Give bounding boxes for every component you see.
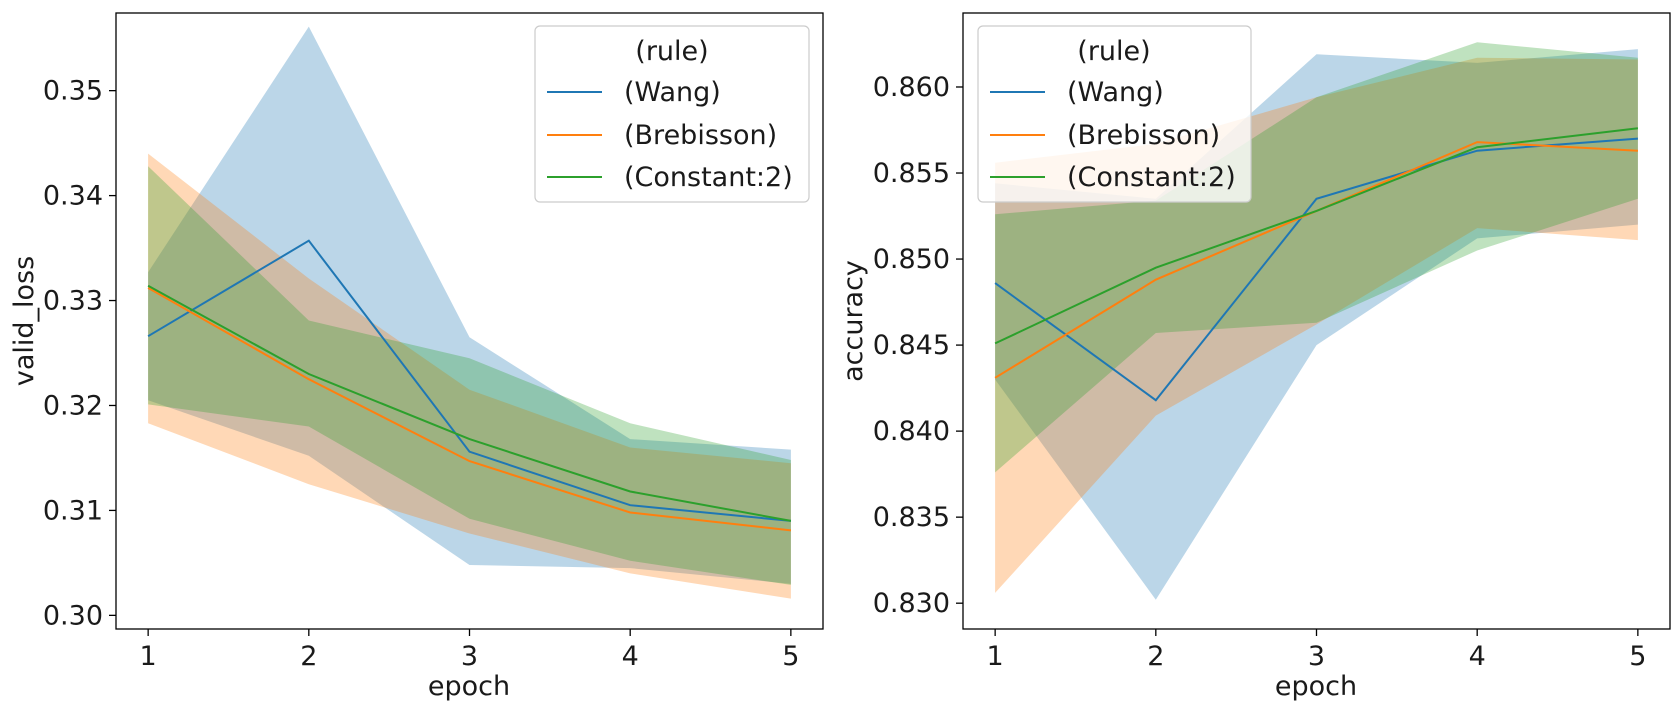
line-brebisson (147, 287, 792, 532)
x-axis-ticks: 1 2 3 4 5 (987, 629, 1646, 672)
x-tick-label: 1 (987, 641, 1004, 672)
legend-box (534, 25, 810, 203)
legend-title: (rule) (635, 36, 708, 67)
y-axis-ticks: 0.30 0.31 0.32 0.33 0.34 0.35 (43, 76, 116, 631)
x-tick-label: 4 (622, 641, 639, 672)
band-wang (995, 49, 1638, 600)
line-wang (994, 137, 1638, 402)
y-axis-label: accuracy (838, 260, 869, 382)
legend-entry-wang: (Wang) (1067, 77, 1164, 108)
y-tick-label: 0.35 (43, 76, 103, 107)
y-axis-ticks: 0.830 0.835 0.840 0.845 0.850 0.855 0.860 (873, 72, 963, 619)
legend: (rule) (Wang) (Brebisson) (Constant:2) (977, 25, 1252, 203)
y-tick-label: 0.32 (43, 390, 103, 421)
line-constant-2 (147, 284, 792, 522)
band-constant-2 (148, 166, 791, 585)
y-axis-label: valid_loss (9, 256, 40, 386)
x-tick-label: 2 (1147, 641, 1164, 672)
x-tick-label: 2 (300, 641, 317, 672)
y-tick-label: 0.31 (43, 495, 103, 526)
series-lines (994, 127, 1639, 402)
x-tick-label: 3 (1308, 641, 1325, 672)
y-tick-label: 0.860 (873, 72, 950, 103)
y-tick-label: 0.840 (873, 416, 950, 447)
legend-entry-brebisson: (Brebisson) (1067, 120, 1220, 151)
legend-entry-constant2: (Constant:2) (1067, 162, 1236, 193)
y-tick-label: 0.34 (43, 181, 103, 212)
confidence-bands (148, 26, 791, 599)
series-lines (147, 239, 792, 532)
band-brebisson (148, 153, 791, 599)
line-wang (147, 239, 791, 522)
x-tick-label: 1 (140, 641, 157, 672)
legend-entry-wang: (Wang) (624, 77, 721, 108)
band-wang (148, 26, 791, 584)
x-tick-label: 3 (461, 641, 478, 672)
line-constant-2 (994, 127, 1639, 345)
accuracy-panel: 1 2 3 4 5 0.830 0.835 0.840 0.845 0.850 0.855 0.86… (838, 12, 1671, 702)
y-tick-label: 0.835 (873, 502, 950, 533)
y-tick-label: 0.30 (43, 600, 103, 631)
x-tick-label: 5 (1629, 641, 1646, 672)
y-tick-label: 0.845 (873, 330, 950, 361)
y-tick-label: 0.830 (873, 588, 950, 619)
x-tick-label: 4 (1469, 641, 1486, 672)
x-tick-label: 5 (782, 641, 799, 672)
legend-title: (rule) (1077, 36, 1150, 67)
legend-box (977, 25, 1252, 203)
x-axis-label: epoch (428, 671, 510, 702)
legend-entry-constant2: (Constant:2) (624, 162, 793, 193)
legend-entry-brebisson: (Brebisson) (624, 120, 777, 151)
x-axis-ticks: 1 2 3 4 5 (140, 629, 799, 672)
y-tick-label: 0.855 (873, 158, 950, 189)
valid-loss-panel: 1 2 3 4 5 0.30 0.31 0.32 0.33 0.34 0.35 epoch val… (9, 12, 824, 702)
y-tick-label: 0.850 (873, 244, 950, 275)
legend: (rule) (Wang) (Brebisson) (Constant:2) (534, 25, 810, 203)
x-axis-label: epoch (1275, 671, 1357, 702)
y-tick-label: 0.33 (43, 286, 103, 317)
